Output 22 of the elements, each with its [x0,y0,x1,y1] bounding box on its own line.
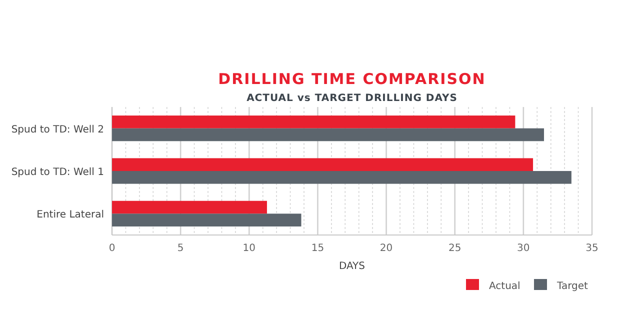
x-tick-label: 20 [380,243,393,254]
chart-title: DRILLING TIME COMPARISON [218,70,486,88]
x-tick-label: 30 [517,243,530,254]
x-tick-label: 15 [311,243,324,254]
bar [112,116,516,128]
y-tick-label: Spud to TD: Well 2 [11,124,104,136]
chart-subtitle: ACTUAL vs TARGET DRILLING DAYS [246,93,458,104]
bar [112,158,534,171]
x-axis-title: DAYS [338,261,366,272]
x-tick-label: 25 [448,243,462,254]
bar [112,128,544,142]
x-tick-label: 35 [586,243,598,254]
y-tick-label: Spud to TD: Well 1 [11,167,104,178]
y-tick-label: Entire Lateral [36,210,104,221]
bar [112,200,267,214]
bar [112,171,572,184]
x-tick-label: 10 [242,243,256,254]
x-tick-label: 5 [177,243,184,254]
x-tick-label: 0 [108,243,116,254]
legend-label: Actual [489,281,520,292]
bar [112,214,302,226]
legend-label: Target [556,281,588,292]
